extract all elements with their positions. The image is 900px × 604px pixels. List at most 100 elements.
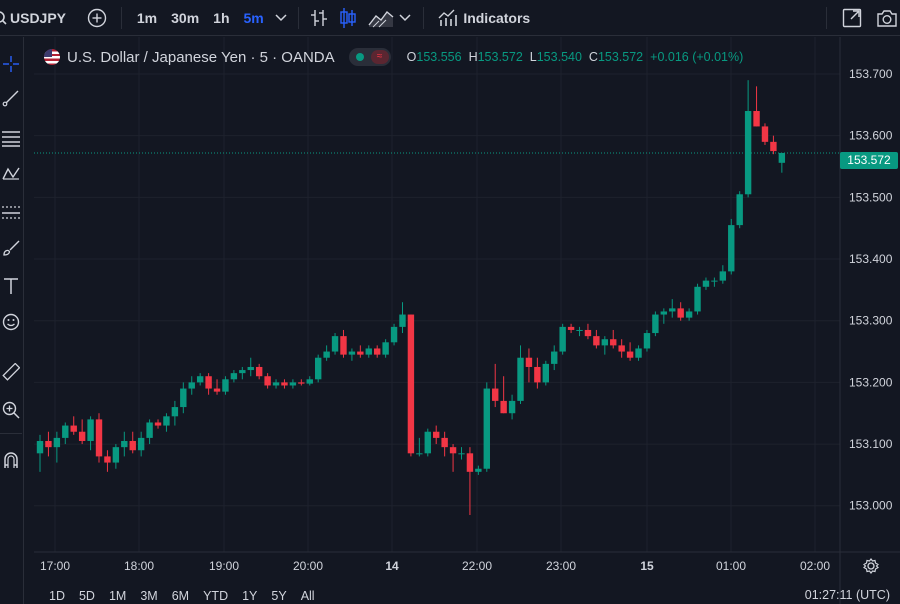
candle-body (500, 400, 507, 414)
range-6m[interactable]: 6M (171, 589, 190, 603)
candle-body (711, 280, 718, 282)
candle-body (702, 280, 710, 287)
zoom-in-icon[interactable] (0, 399, 22, 421)
trendline-icon[interactable] (0, 87, 22, 109)
candle-body (188, 382, 195, 389)
candle-body (652, 314, 659, 334)
candle-body (340, 336, 347, 355)
candle-body (129, 440, 136, 451)
candle-body (247, 366, 254, 371)
candle-body (348, 351, 356, 355)
magnet-icon[interactable] (0, 449, 22, 471)
y-tick-label: 153.000 (849, 499, 893, 513)
pattern-icon[interactable] (0, 163, 22, 185)
candle-body (517, 357, 524, 401)
candle-body (567, 326, 575, 330)
chevron-down-icon[interactable] (271, 13, 291, 22)
forecast-icon[interactable] (0, 201, 22, 223)
camera-icon[interactable] (875, 8, 900, 28)
symbol-title[interactable]: U.S. Dollar / Japanese Yen · 5 · OANDA (67, 48, 335, 66)
y-tick-label: 153.500 (849, 190, 893, 204)
candle-body (584, 329, 592, 337)
candle-body (314, 357, 322, 380)
range-3m[interactable]: 3M (140, 589, 158, 603)
divider (826, 6, 828, 29)
chart-panel[interactable]: 153.000 153.100 153.200 153.300 153.400 153.5… (34, 37, 900, 604)
candle-body (677, 308, 684, 318)
candle-body (239, 370, 246, 374)
price-chart[interactable]: 153.000 153.100 153.200 153.300 153.400 153.5… (34, 37, 900, 604)
x-tick-label: 02:00 (800, 559, 830, 573)
range-1m[interactable]: 1M (108, 589, 127, 603)
indicators-icon[interactable] (436, 9, 459, 27)
x-tick-label: 18:00 (124, 559, 154, 573)
candle-body (205, 376, 212, 389)
candle-body (601, 339, 609, 346)
open-key: O (406, 50, 417, 64)
add-symbol-icon[interactable] (86, 0, 107, 36)
indicators-button[interactable]: Indicators (463, 9, 531, 26)
range-1d[interactable]: 1D (49, 589, 65, 603)
candle-body (458, 453, 465, 455)
timeframe-5m[interactable]: 5m (243, 9, 264, 26)
range-5d[interactable]: 5D (78, 589, 95, 603)
candle-body (618, 345, 625, 352)
candle-body (70, 425, 77, 432)
chevron-down-icon[interactable] (395, 13, 415, 22)
candle-body (551, 351, 558, 364)
candle-body (306, 379, 313, 384)
brush-icon[interactable] (0, 237, 22, 259)
candle-body (441, 437, 448, 448)
candle-body (374, 348, 381, 355)
emoji-icon[interactable] (0, 311, 22, 333)
fib-icon[interactable] (0, 127, 22, 149)
timeframe-30m[interactable]: 30m (171, 9, 200, 26)
candle-body (399, 314, 406, 327)
y-tick-label: 153.600 (849, 129, 893, 143)
x-tick-label: 01:00 (716, 559, 746, 573)
candle-body (610, 339, 617, 346)
candle-body (416, 453, 423, 455)
range-5y[interactable]: 5Y (271, 589, 287, 603)
candle-body (685, 311, 693, 318)
candle-body (761, 126, 769, 142)
candle-body (213, 388, 221, 392)
divider (422, 6, 424, 29)
range-ytd[interactable]: YTD (203, 589, 229, 603)
range-1y[interactable]: 1Y (242, 589, 258, 603)
bars-chart-icon[interactable] (307, 8, 330, 28)
candle-body (559, 326, 566, 352)
settings-icon[interactable] (862, 557, 880, 575)
timeframe-1m[interactable]: 1m (136, 9, 158, 26)
candle-body (222, 379, 229, 392)
candle-body (104, 456, 111, 463)
candle-body (163, 416, 170, 426)
utc-clock[interactable]: 01:27:11 (UTC) (804, 588, 890, 602)
range-all[interactable]: All (300, 589, 315, 603)
candle-body (264, 376, 271, 386)
candle-body (736, 194, 743, 226)
candle-body (45, 440, 52, 448)
fullscreen-icon[interactable] (839, 8, 864, 28)
area-chart-icon[interactable] (366, 8, 395, 28)
candles-chart-icon[interactable] (335, 7, 362, 29)
candle-body (78, 431, 86, 441)
timeframe-1h[interactable]: 1h (213, 9, 230, 26)
market-status-toggle[interactable]: ≈ (348, 48, 391, 66)
candle-body (483, 388, 490, 469)
crosshair-icon[interactable] (0, 53, 22, 75)
candle-body (272, 382, 280, 386)
candle-body (449, 447, 457, 454)
candle-body (154, 422, 162, 426)
text-icon[interactable] (0, 275, 22, 297)
y-tick-label: 153.400 (849, 252, 893, 266)
ruler-icon[interactable] (0, 361, 22, 383)
candle-body (508, 400, 516, 414)
symbol-label[interactable]: USDJPY (10, 9, 67, 26)
search-icon[interactable] (0, 0, 8, 36)
candle-body (525, 357, 533, 367)
candle-body (331, 336, 339, 352)
candle-body (365, 348, 372, 355)
candle-body (281, 382, 288, 386)
candle-body (180, 388, 187, 408)
